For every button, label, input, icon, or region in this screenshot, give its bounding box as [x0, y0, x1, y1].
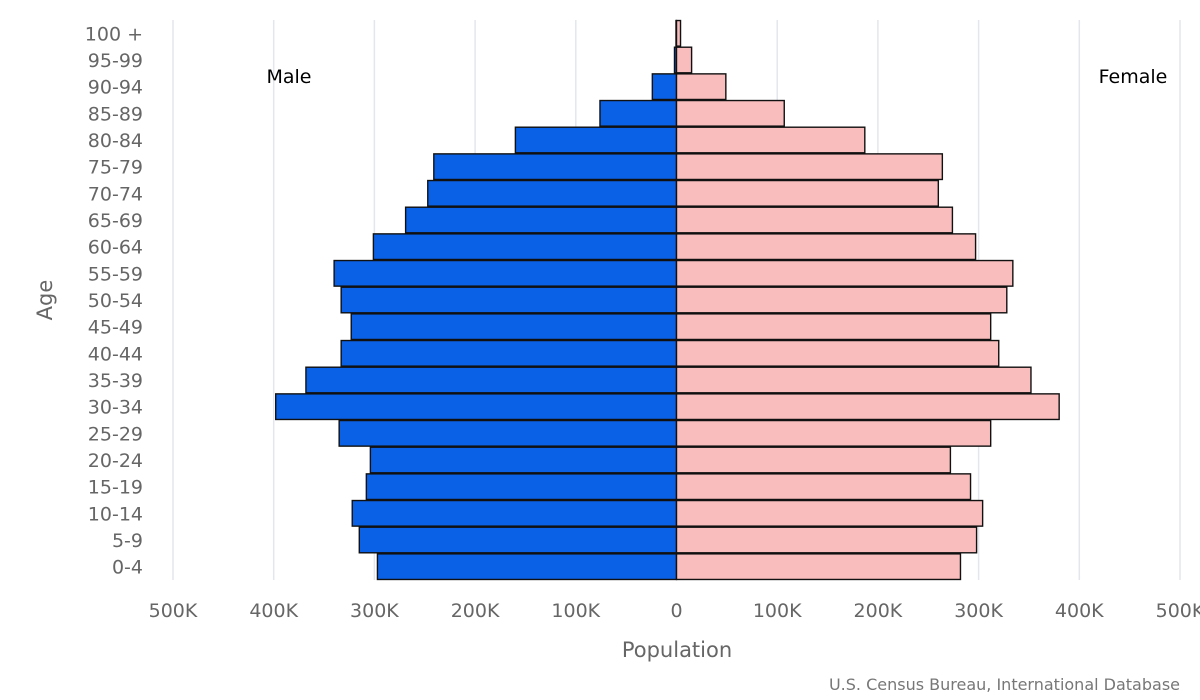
female-bar-45_49[interactable]: [675, 313, 992, 341]
x-tick-label: 400K: [249, 600, 298, 622]
y-tick-label: 15-19: [88, 477, 143, 499]
y-tick-label: 40-44: [88, 343, 143, 365]
male-bar-5_9[interactable]: [358, 526, 678, 554]
x-axis-title: Population: [622, 638, 732, 662]
y-tick-label: 100 +: [85, 23, 143, 45]
male-bar-80_84[interactable]: [514, 126, 678, 154]
female-bar-50_54[interactable]: [675, 286, 1008, 314]
male-bar-50_54[interactable]: [340, 286, 678, 314]
male-bar-60_64[interactable]: [372, 233, 678, 261]
female-bar-10_14[interactable]: [675, 499, 984, 527]
y-tick-label: 75-79: [88, 157, 143, 179]
female-bar-70_74[interactable]: [675, 179, 940, 207]
female-series-label[interactable]: Female: [1099, 66, 1168, 88]
female-bar-55_59[interactable]: [675, 259, 1014, 287]
y-tick-label: 80-84: [88, 130, 143, 152]
male-bar-85_89[interactable]: [599, 99, 678, 127]
x-tick-label: 100K: [753, 600, 802, 622]
y-tick-label: 90-94: [88, 77, 143, 99]
y-tick-label: 35-39: [88, 370, 143, 392]
female-bar-25_29[interactable]: [675, 419, 992, 447]
male-bar-25_29[interactable]: [338, 419, 678, 447]
y-tick-label: 65-69: [88, 210, 143, 232]
y-tick-label: 70-74: [88, 183, 143, 205]
y-tick-label: 85-89: [88, 103, 143, 125]
female-bar-0_4[interactable]: [675, 553, 962, 581]
y-tick-label: 10-14: [88, 503, 143, 525]
female-bar-40_44[interactable]: [675, 339, 1000, 367]
y-tick-label: 25-29: [88, 423, 143, 445]
male-bar-55_59[interactable]: [333, 259, 678, 287]
male-bar-65_69[interactable]: [404, 206, 678, 234]
x-tick-label: 200K: [451, 600, 500, 622]
male-bar-70_74[interactable]: [427, 179, 678, 207]
x-tick-label: 500K: [1156, 600, 1200, 622]
female-bar-100[interactable]: [675, 19, 682, 47]
x-tick-label: 500K: [149, 600, 198, 622]
female-bar-20_24[interactable]: [675, 446, 952, 474]
male-bar-75_79[interactable]: [433, 153, 678, 181]
female-bar-60_64[interactable]: [675, 233, 977, 261]
x-tick-label: 0: [670, 600, 682, 622]
y-tick-label: 5-9: [112, 530, 143, 552]
y-axis-ticks: 100 + 95-99 90-94 85-89 80-84 75-79 70-74 65-69…: [85, 23, 143, 578]
bars: [275, 19, 1060, 581]
male-bar-40_44[interactable]: [340, 339, 678, 367]
x-tick-label: 200K: [854, 600, 903, 622]
female-bar-80_84[interactable]: [675, 126, 866, 154]
male-bar-90_94[interactable]: [651, 73, 678, 101]
y-tick-label: 50-54: [88, 290, 143, 312]
female-bar-5_9[interactable]: [675, 526, 978, 554]
female-bar-75_79[interactable]: [675, 153, 944, 181]
female-bar-85_89[interactable]: [675, 99, 785, 127]
female-bar-90_94[interactable]: [675, 73, 727, 101]
y-tick-label: 55-59: [88, 263, 143, 285]
y-axis-title: Age: [33, 280, 57, 321]
female-bar-95_99[interactable]: [675, 46, 693, 74]
y-tick-label: 0-4: [112, 557, 143, 579]
female-bar-30_34[interactable]: [675, 393, 1060, 421]
male-bar-0_4[interactable]: [376, 553, 678, 581]
female-bar-65_69[interactable]: [675, 206, 954, 234]
female-bar-35_39[interactable]: [675, 366, 1032, 394]
male-bar-30_34[interactable]: [275, 393, 678, 421]
x-tick-label: 300K: [954, 600, 1003, 622]
x-axis-ticks: 500K 400K 300K 200K 100K 0 100K 200K 300K 400K 500…: [149, 600, 1200, 622]
male-bar-15_19[interactable]: [365, 473, 678, 501]
male-bar-45_49[interactable]: [350, 313, 678, 341]
y-tick-label: 95-99: [88, 50, 143, 72]
x-tick-label: 300K: [350, 600, 399, 622]
male-bar-10_14[interactable]: [351, 499, 678, 527]
male-bar-35_39[interactable]: [305, 366, 678, 394]
y-tick-label: 20-24: [88, 450, 143, 472]
male-series-label[interactable]: Male: [266, 66, 311, 88]
source-credit[interactable]: U.S. Census Bureau, International Databa…: [829, 675, 1180, 694]
y-tick-label: 30-34: [88, 397, 143, 419]
y-tick-label: 60-64: [88, 237, 143, 259]
male-bar-20_24[interactable]: [369, 446, 678, 474]
x-tick-label: 100K: [551, 600, 600, 622]
female-bar-15_19[interactable]: [675, 473, 972, 501]
y-tick-label: 45-49: [88, 317, 143, 339]
x-tick-label: 400K: [1055, 600, 1104, 622]
